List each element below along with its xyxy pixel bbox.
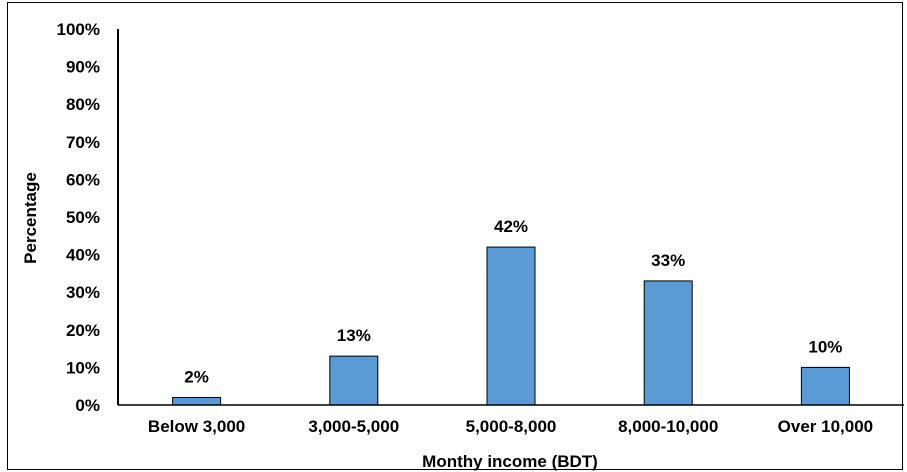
y-axis-title: Percentage [21, 172, 40, 264]
y-tick-label: 20% [66, 321, 100, 340]
x-tick-label: Below 3,000 [148, 417, 245, 436]
bar [643, 280, 693, 406]
x-tick-label: 3,000-5,000 [308, 417, 399, 436]
x-tick-label: 5,000-8,000 [466, 417, 557, 436]
bar [172, 396, 222, 406]
bar [800, 366, 850, 406]
x-axis-title: Monthy income (BDT) [422, 452, 598, 471]
y-axis-ticks: 0% 10% 20% 30% 40% 50% 60% 70% 80% 90% 100% [57, 20, 100, 415]
data-label: 13% [337, 326, 371, 345]
y-tick-label: 60% [66, 170, 100, 189]
x-axis-ticks: Below 3,000 3,000-5,000 5,000-8,000 8,000-1… [148, 417, 873, 436]
bar [329, 355, 379, 406]
y-tick-label: 100% [57, 20, 100, 39]
x-tick-label: Over 10,000 [778, 417, 873, 436]
data-label: 33% [651, 251, 685, 270]
y-tick-label: 70% [66, 133, 100, 152]
y-tick-label: 0% [75, 396, 100, 415]
y-tick-label: 90% [66, 58, 100, 77]
data-labels: 2% 13% 42% 33% 10% [184, 217, 842, 386]
y-tick-label: 40% [66, 246, 100, 265]
bar [486, 246, 536, 406]
y-tick-label: 50% [66, 208, 100, 227]
data-label: 2% [184, 367, 209, 386]
chart-frame [7, 2, 903, 470]
x-tick-label: 8,000-10,000 [618, 417, 718, 436]
y-tick-label: 80% [66, 95, 100, 114]
data-label: 10% [808, 337, 842, 356]
y-tick-label: 10% [66, 358, 100, 377]
y-tick-label: 30% [66, 283, 100, 302]
data-label: 42% [494, 217, 528, 236]
bars [172, 246, 850, 406]
